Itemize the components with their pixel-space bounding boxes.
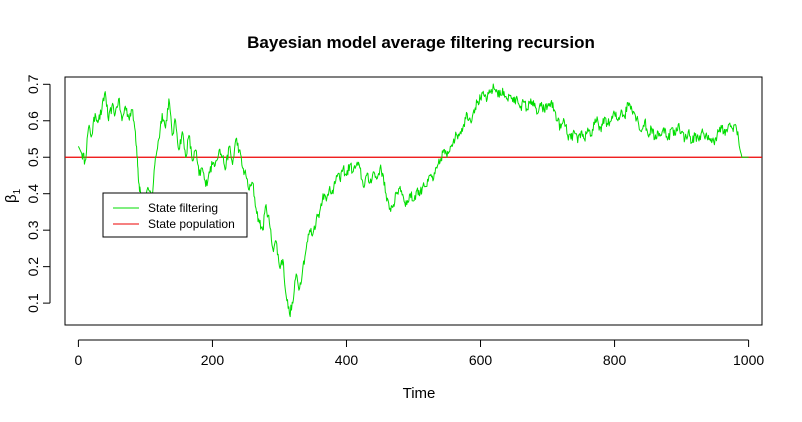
- plot-area: [64, 76, 763, 326]
- y-axis-label-subscript: 1: [12, 188, 23, 194]
- legend: State filtering State population: [102, 192, 248, 238]
- x-tick-label: 800: [603, 352, 627, 368]
- y-axis: 0.1 0.2 0.3 0.4 0.5 0.6 0.7: [25, 74, 51, 313]
- x-tick-label: 1000: [733, 352, 764, 368]
- y-tick-label: 0.2: [25, 257, 41, 277]
- legend-label-state-filtering: State filtering: [148, 201, 218, 215]
- plot-frame: [64, 76, 763, 326]
- x-tick-label: 400: [335, 352, 359, 368]
- series-layer: [65, 83, 762, 318]
- legend-label-state-population: State population: [148, 217, 235, 231]
- y-tick-label: 0.4: [25, 184, 41, 204]
- y-tick-label: 0.1: [25, 293, 41, 313]
- chart-title: Bayesian model average filtering recursi…: [247, 33, 595, 52]
- x-tick-label: 200: [201, 352, 225, 368]
- legend-box: [102, 192, 248, 238]
- x-axis-label: Time: [403, 385, 436, 402]
- y-axis-label: β1: [3, 188, 23, 203]
- series-line-state-filtering: [77, 83, 749, 318]
- x-tick-label: 600: [469, 352, 493, 368]
- y-tick-label: 0.7: [25, 74, 41, 94]
- x-axis: 0 200 400 600 800 1000: [75, 339, 764, 368]
- y-axis-label-main: β: [3, 194, 20, 203]
- x-tick-label: 0: [75, 352, 83, 368]
- y-tick-label: 0.5: [25, 147, 41, 167]
- y-tick-label: 0.3: [25, 220, 41, 240]
- y-tick-label: 0.6: [25, 111, 41, 131]
